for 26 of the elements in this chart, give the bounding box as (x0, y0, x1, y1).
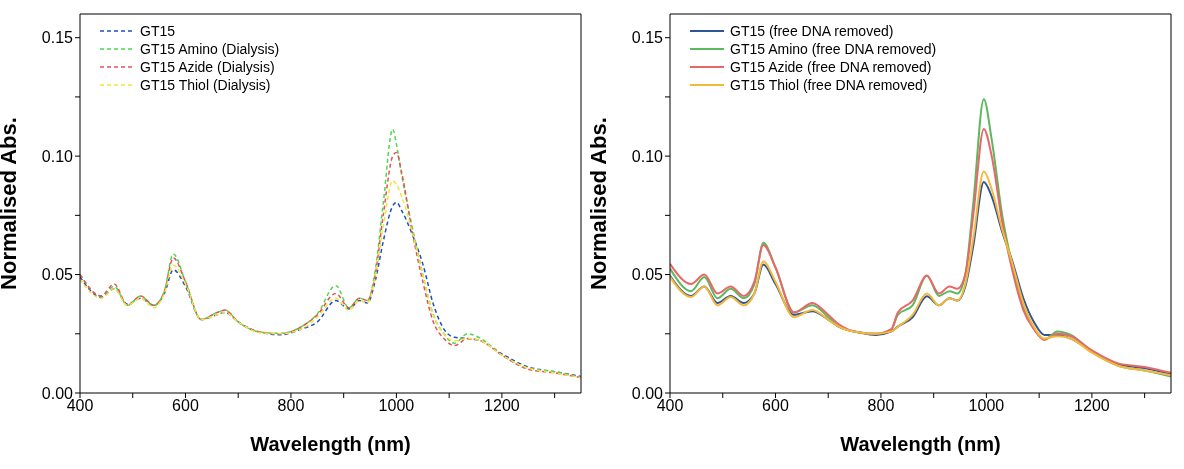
legend-label: GT15 Azide (Dialysis) (140, 58, 275, 76)
legend-label: GT15 Azide (free DNA removed) (730, 58, 932, 76)
legend-label: GT15 Thiol (Dialysis) (140, 76, 271, 94)
x-tick-label: 800 (867, 397, 895, 415)
x-tick-label: 600 (172, 397, 199, 415)
y-tick-label: 0.15 (41, 29, 74, 47)
y-tick-label: 0.10 (41, 147, 74, 165)
x-axis-title: Wavelength (nm) (840, 433, 1001, 455)
y-tick-label: 0.10 (631, 147, 664, 165)
x-tick-label: 1000 (378, 397, 415, 415)
x-tick-label: 1200 (1074, 397, 1110, 415)
legend-label: GT15 Amino (free DNA removed) (730, 40, 937, 58)
legend-label: GT15 (140, 22, 176, 40)
y-axis-title: Normalised Abs. (585, 117, 611, 290)
y-tick-label: 0.05 (41, 266, 74, 284)
legend-label: GT15 Amino (Dialysis) (140, 40, 280, 58)
y-axis-title: Normalised Abs. (0, 117, 21, 290)
y-tick-label: 0.15 (631, 29, 664, 47)
legend-label: GT15 Thiol (free DNA removed) (730, 76, 928, 94)
y-tick-label: 0.05 (631, 266, 664, 284)
legend-label: GT15 (free DNA removed) (730, 22, 894, 40)
x-axis-title: Wavelength (nm) (250, 433, 411, 455)
x-tick-label: 1000 (968, 397, 1005, 415)
x-tick-label: 600 (762, 397, 789, 415)
x-tick-label: 800 (277, 397, 305, 415)
x-tick-label: 1200 (484, 397, 520, 415)
